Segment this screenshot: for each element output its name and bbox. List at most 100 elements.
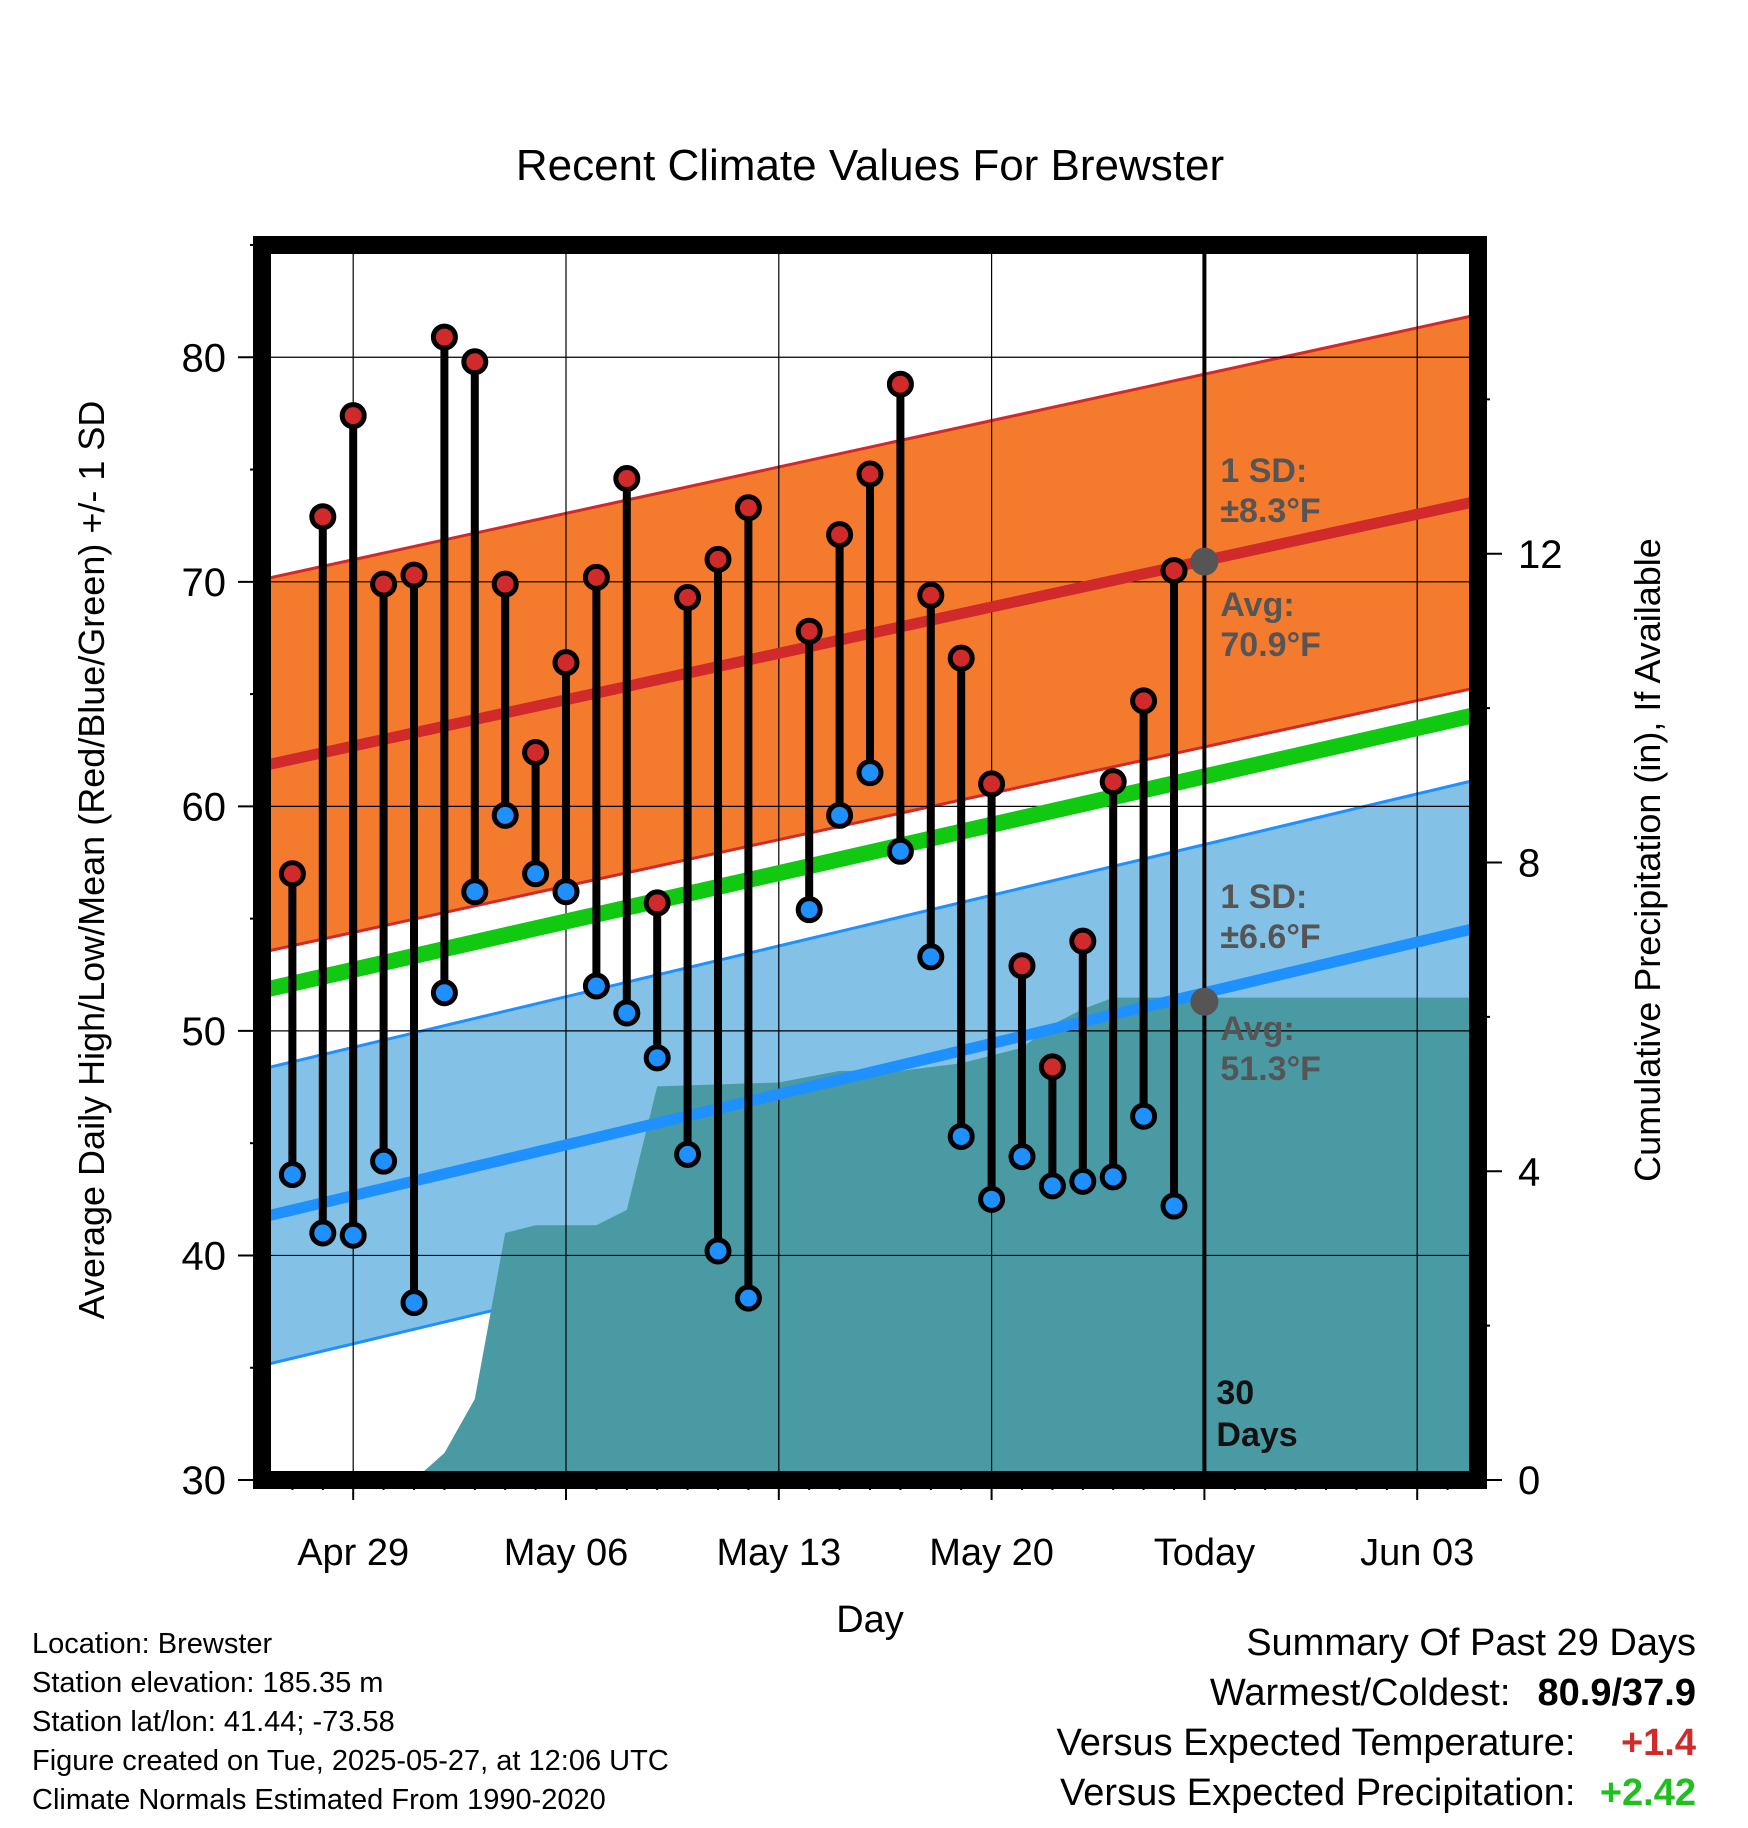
low-dot [795,896,823,924]
high-dot [826,521,854,549]
low-dot [886,837,914,865]
low-dot [643,1044,671,1072]
high-dot [856,460,884,488]
info-normals: Climate Normals Estimated From 1990-2020 [32,1784,606,1816]
low-dot [1038,1172,1066,1200]
low-dot [582,972,610,1000]
low-dot [917,943,945,971]
high-dot [582,563,610,591]
x-tick-label: May 20 [929,1532,1054,1574]
normal-low-band-upper-edge [262,777,1478,1071]
observation-2025-05-12 [734,494,762,1312]
high-dot [886,370,914,398]
observation-2025-05-21 [1008,952,1036,1171]
observation-2025-05-26 [1160,557,1188,1220]
x-tick-label: Jun 03 [1360,1532,1474,1574]
high-dot [1008,952,1036,980]
high-dot [613,465,641,493]
x-tick-label: May 13 [716,1532,841,1574]
observation-2025-05-19 [947,644,975,1150]
low-dot [613,999,641,1027]
low-dot [430,979,458,1007]
high-dot [491,570,519,598]
observation-2025-05-09 [643,889,671,1072]
high-dot [795,617,823,645]
observation-2025-04-30 [370,570,398,1175]
high-dot [704,545,732,573]
low-sd-label: 1 SD: [1220,878,1307,916]
normal-low-line [262,922,1478,1223]
x-axis-label: Day [836,1599,904,1641]
observation-2025-05-18 [917,581,945,971]
summary-temp-row: Versus Expected Temperature: +1.4 [1057,1718,1696,1768]
high-avg-label: Avg: [1220,586,1294,624]
high-dot [461,348,489,376]
days-count-label: 30 [1216,1374,1254,1412]
observation-2025-05-22 [1038,1053,1066,1200]
observation-2025-05-17 [886,370,914,865]
observation-2025-05-15 [826,521,854,829]
low-dot [1130,1102,1158,1130]
low-dot [278,1161,306,1189]
low-dot [370,1147,398,1175]
low-dot [734,1284,762,1312]
low-avg-label: Avg: [1220,1010,1294,1048]
summary-precip-row: Versus Expected Precipitation: +2.42 [1057,1768,1696,1818]
info-location: Location: Brewster [32,1628,273,1660]
low-dot [1160,1192,1188,1220]
high-dot [1099,768,1127,796]
high-dot [552,649,580,677]
high-dot [734,494,762,522]
high-dot [643,889,671,917]
summary-warm-row: Warmest/Coldest: 80.9/37.9 [1057,1668,1696,1718]
normal-high-band-upper-edge [262,313,1478,582]
low-dot [978,1185,1006,1213]
observation-2025-05-04 [491,570,519,829]
y-tick-label: 70 [182,561,227,605]
y-tick-label: 60 [182,785,227,829]
today-high-avg-marker [1190,547,1219,576]
observation-2025-05-25 [1130,687,1158,1130]
observation-2025-05-07 [582,563,610,1000]
high-dot [339,402,367,430]
summary-title: Summary Of Past 29 Days [1246,1622,1696,1664]
high-dot [309,503,337,531]
high-dot [1160,557,1188,585]
low-dot [947,1122,975,1150]
high-dot [917,581,945,609]
observation-2025-05-01 [400,561,428,1317]
y2-axis-label: Cumulative Precipitation (in), If Availa… [1627,538,1668,1182]
info-latlon: Station lat/lon: 41.44; -73.58 [32,1706,395,1738]
low-dot [461,878,489,906]
observation-2025-05-10 [674,584,702,1168]
y2-tick-label: 4 [1518,1150,1540,1194]
observation-2025-05-20 [978,770,1006,1213]
normal-high-band-lower-edge [262,685,1478,954]
summary-precip-label: Versus Expected Precipitation: [1060,1772,1576,1814]
low-dot [552,878,580,906]
high-dot [674,584,702,612]
low-dot [1008,1143,1036,1171]
observation-2025-04-27 [278,860,306,1189]
observation-2025-04-29 [339,402,367,1249]
high-dot [1069,927,1097,955]
x-tick-label: Today [1154,1532,1255,1574]
low-dot [400,1289,428,1317]
observation-2025-05-02 [430,323,458,1007]
axes: 30 40 50 60 70 80 0 4 8 12 Apr 29 May 06 May 13 May 2… [182,244,1563,1574]
y-tick-label: 30 [182,1459,227,1503]
x-tick-label: Apr 29 [297,1532,409,1574]
summary-warm-value: 80.9/37.9 [1537,1672,1696,1714]
high-dot [522,738,550,766]
high-dot [278,860,306,888]
low-sd-value: ±6.6°F [1220,918,1320,956]
low-dot [826,801,854,829]
observation-2025-05-24 [1099,768,1127,1191]
observation-2025-05-08 [613,465,641,1027]
low-dot [522,860,550,888]
high-sd-label: 1 SD: [1220,452,1307,490]
low-dot [309,1219,337,1247]
y2-tick-label: 0 [1518,1459,1540,1503]
observation-2025-04-28 [309,503,337,1247]
